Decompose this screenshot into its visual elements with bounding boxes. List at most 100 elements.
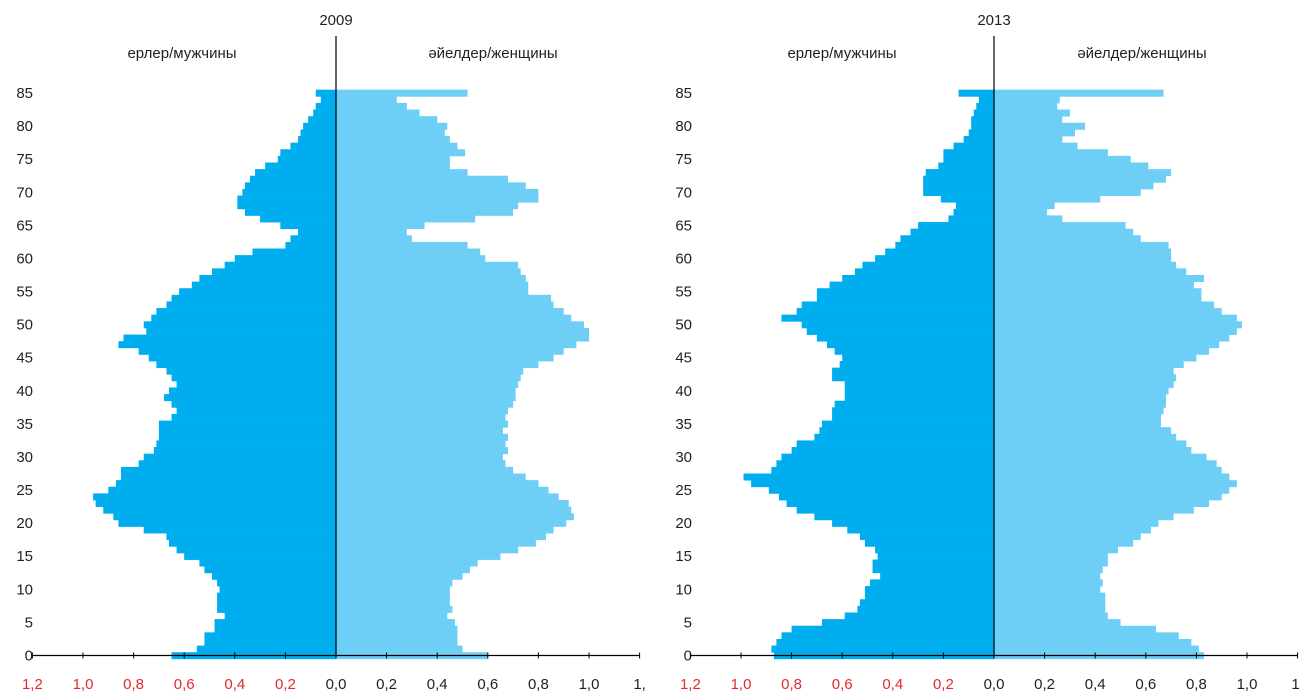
bar-male-age-77 [953, 142, 994, 150]
bar-female-age-83 [336, 102, 407, 110]
bar-female-age-73 [336, 169, 468, 177]
bar-female-age-74 [336, 162, 450, 170]
bar-female-age-18 [336, 533, 546, 541]
x-tick-label-right: 0,8 [528, 676, 549, 693]
bar-female-age-10 [336, 586, 450, 594]
y-tick-label: 70 [675, 184, 692, 201]
y-tick-label: 15 [675, 548, 692, 565]
bar-male-age-31 [791, 447, 994, 455]
bar-male-age-40 [169, 387, 336, 395]
y-tick-label: 65 [16, 217, 33, 234]
bar-female-age-13 [336, 566, 471, 574]
bar-male-age-85 [958, 89, 994, 97]
bar-female-age-54 [994, 294, 1202, 302]
bar-female-age-13 [994, 566, 1103, 574]
bar-male-age-55 [179, 288, 336, 296]
bar-female-age-62 [994, 241, 1169, 249]
bar-male-age-26 [751, 480, 994, 488]
bar-male-age-45 [148, 354, 336, 362]
bar-female-age-7 [994, 605, 1106, 613]
bar-female-age-11 [994, 579, 1103, 587]
legend-female-label: әйелдер/женщины [428, 45, 557, 62]
bar-female-age-23 [336, 499, 569, 508]
bar-male-age-45 [842, 354, 994, 362]
x-tick-label-right: 1, [633, 676, 646, 693]
bar-male-age-9 [864, 592, 994, 600]
bar-male-age-59 [862, 261, 994, 269]
bar-male-age-6 [224, 612, 336, 620]
bar-male-age-23 [95, 499, 337, 508]
bar-female-age-59 [336, 261, 519, 269]
x-tick-label-left: 0,2 [275, 676, 296, 693]
bar-male-age-71 [244, 182, 336, 190]
bar-female-age-22 [994, 506, 1194, 514]
bar-female-age-10 [994, 586, 1101, 594]
bar-male-age-48 [123, 334, 336, 342]
bar-male-age-25 [108, 486, 336, 494]
bar-female-age-68 [336, 202, 519, 210]
bar-female-age-6 [994, 612, 1108, 620]
y-tick-label: 55 [16, 284, 33, 301]
bar-female-age-65 [336, 222, 425, 230]
bar-male-age-62 [285, 241, 336, 249]
bar-female-age-35 [336, 420, 509, 428]
bar-male-age-33 [158, 433, 336, 441]
bar-male-age-63 [900, 235, 994, 243]
bars-group [93, 89, 589, 660]
bar-male-age-41 [176, 380, 336, 388]
bar-female-age-18 [994, 533, 1141, 541]
bar-male-age-28 [771, 466, 994, 474]
bar-male-age-30 [781, 453, 994, 461]
bar-male-age-60 [875, 255, 994, 263]
bar-female-age-75 [336, 155, 450, 163]
bar-female-age-39 [336, 394, 516, 402]
bar-female-age-56 [336, 281, 529, 289]
bar-male-age-17 [864, 539, 994, 547]
bar-female-age-26 [994, 480, 1237, 488]
bar-female-age-49 [336, 327, 589, 335]
bar-male-age-14 [872, 559, 994, 567]
bar-male-age-9 [217, 592, 336, 600]
bar-female-age-57 [994, 274, 1204, 283]
bar-male-age-39 [163, 394, 336, 402]
bar-male-age-49 [806, 327, 994, 335]
bar-male-age-52 [156, 308, 336, 316]
pyramid-panel-2013: 2013 ерлер/мужчины әйелдер/женщины 0 5 10 1… [675, 12, 1299, 693]
bar-female-age-15 [994, 552, 1108, 560]
y-tick-label: 25 [16, 482, 33, 499]
bar-female-age-4 [336, 625, 458, 633]
bar-female-age-77 [994, 142, 1078, 150]
bar-male-age-73 [925, 169, 994, 177]
bar-male-age-82 [973, 109, 994, 117]
bar-male-age-55 [816, 288, 994, 296]
bar-female-age-19 [336, 526, 554, 534]
bar-male-age-8 [217, 599, 336, 607]
bar-male-age-61 [252, 248, 336, 256]
x-tick-label-left: 1,2 [680, 676, 701, 693]
bar-male-age-22 [103, 506, 337, 514]
bar-female-age-41 [994, 380, 1174, 388]
bar-male-age-78 [298, 136, 336, 144]
bar-male-age-78 [963, 136, 994, 144]
bar-male-age-26 [115, 480, 336, 488]
bar-male-age-75 [943, 155, 994, 163]
y-tick-label: 50 [16, 317, 33, 334]
x-tick-label-left: 0,6 [174, 676, 195, 693]
bar-male-age-85 [315, 89, 336, 97]
bar-male-age-31 [153, 447, 336, 455]
x-tick-label-left: 0,6 [832, 676, 853, 693]
y-tick-label: 0 [684, 648, 692, 665]
bar-male-age-58 [212, 268, 336, 276]
bar-male-age-38 [171, 400, 336, 408]
bar-female-age-47 [336, 341, 577, 349]
y-tick-label: 15 [16, 548, 33, 565]
bar-female-age-30 [336, 453, 503, 461]
y-tick-label: 45 [16, 350, 33, 367]
bar-male-age-21 [814, 513, 994, 521]
bar-female-age-41 [336, 380, 519, 388]
bar-female-age-28 [336, 466, 514, 474]
bar-male-age-43 [166, 367, 336, 375]
bar-male-age-70 [923, 188, 994, 196]
bar-female-age-43 [336, 367, 524, 375]
